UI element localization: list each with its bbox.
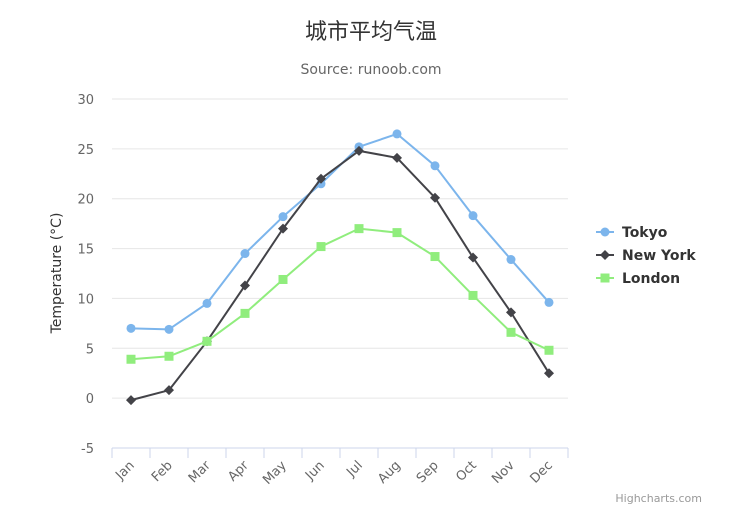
grid-lines [112,98,568,399]
legend-marker-tokyo[interactable] [600,227,610,237]
data-point-tokyo[interactable] [126,323,136,333]
data-point-new-york[interactable] [506,307,516,318]
data-point-new-york[interactable] [544,368,554,379]
data-point-new-york[interactable] [240,280,250,291]
series-london[interactable] [126,224,554,364]
y-axis-title: Temperature (°C) [49,213,65,335]
data-point-new-york[interactable] [316,173,326,184]
y-tick-label: 20 [77,193,94,208]
y-tick-label: 25 [77,143,94,158]
legend-item-tokyo[interactable]: Tokyo [596,225,668,241]
data-point-london[interactable] [544,345,554,355]
legend-item-new-york[interactable]: New York [596,248,696,264]
x-tick-label: Oct [453,458,480,485]
data-point-new-york[interactable] [164,385,174,396]
x-tick-label: Nov [489,458,518,487]
y-axis-tick-labels: -5 0 5 10 15 20 25 30 [77,93,94,457]
data-point-tokyo[interactable] [202,298,212,308]
data-point-london[interactable] [164,351,174,361]
data-point-london[interactable] [278,274,288,284]
data-point-london[interactable] [202,336,212,346]
x-tick-label: Mar [186,458,214,486]
data-point-tokyo[interactable] [468,211,478,221]
data-point-new-york[interactable] [126,395,136,406]
x-tick-label: Jan [112,458,137,483]
x-tick-label: Feb [149,458,176,485]
legend-label-london: London [622,271,680,287]
x-tick-label: Sep [414,458,442,486]
y-tick-label: 15 [77,243,94,258]
legend-marker-london[interactable] [600,273,610,283]
credits-link[interactable]: Highcharts.com [615,492,702,505]
data-point-london[interactable] [354,224,364,234]
series-layer [126,129,554,406]
x-tick-label: May [260,458,290,488]
data-point-london[interactable] [316,242,326,252]
data-point-tokyo[interactable] [392,129,402,139]
data-point-london[interactable] [430,252,440,262]
legend-item-london[interactable]: London [596,271,680,287]
y-tick-label: 10 [77,292,94,307]
legend[interactable]: Tokyo New York London [596,225,696,287]
x-tick-label: Jun [302,458,328,484]
y-tick-label: 30 [77,93,94,108]
data-point-new-york[interactable] [430,192,440,203]
data-point-london[interactable] [506,327,516,337]
data-point-new-york[interactable] [278,223,288,234]
x-axis [111,447,569,458]
data-point-london[interactable] [240,308,250,318]
y-tick-label: -5 [81,442,94,457]
data-point-tokyo[interactable] [278,212,288,222]
x-tick-label: Jul [343,458,365,480]
x-tick-label: Aug [375,458,404,487]
legend-label-tokyo: Tokyo [622,225,668,241]
series-line-tokyo[interactable] [130,132,550,331]
series-line-new-york[interactable] [130,149,550,402]
chart-subtitle: Source: runoob.com [300,62,441,78]
data-point-tokyo[interactable] [430,161,440,171]
x-tick-label: Apr [225,458,252,485]
data-point-london[interactable] [126,354,136,364]
series-new-york[interactable] [126,145,554,406]
data-point-tokyo[interactable] [544,297,554,307]
data-point-london[interactable] [468,290,478,300]
data-point-tokyo[interactable] [240,249,250,259]
data-point-tokyo[interactable] [506,255,516,265]
data-point-new-york[interactable] [354,145,364,156]
data-point-tokyo[interactable] [164,324,174,334]
series-line-london[interactable] [130,227,550,361]
data-point-new-york[interactable] [468,252,478,263]
chart-title: 城市平均气温 [305,20,437,45]
x-tick-label: Dec [527,458,555,486]
series-tokyo[interactable] [126,129,554,334]
data-point-london[interactable] [392,228,402,238]
data-point-new-york[interactable] [392,152,402,163]
legend-label-new-york: New York [622,248,696,264]
y-tick-label: 0 [86,392,94,407]
y-tick-label: 5 [86,342,94,357]
x-axis-tick-labels: Jan Feb Mar Apr May Jun Jul Aug Sep Oct Nov Dec [112,458,555,488]
legend-marker-new-york[interactable] [600,250,610,260]
